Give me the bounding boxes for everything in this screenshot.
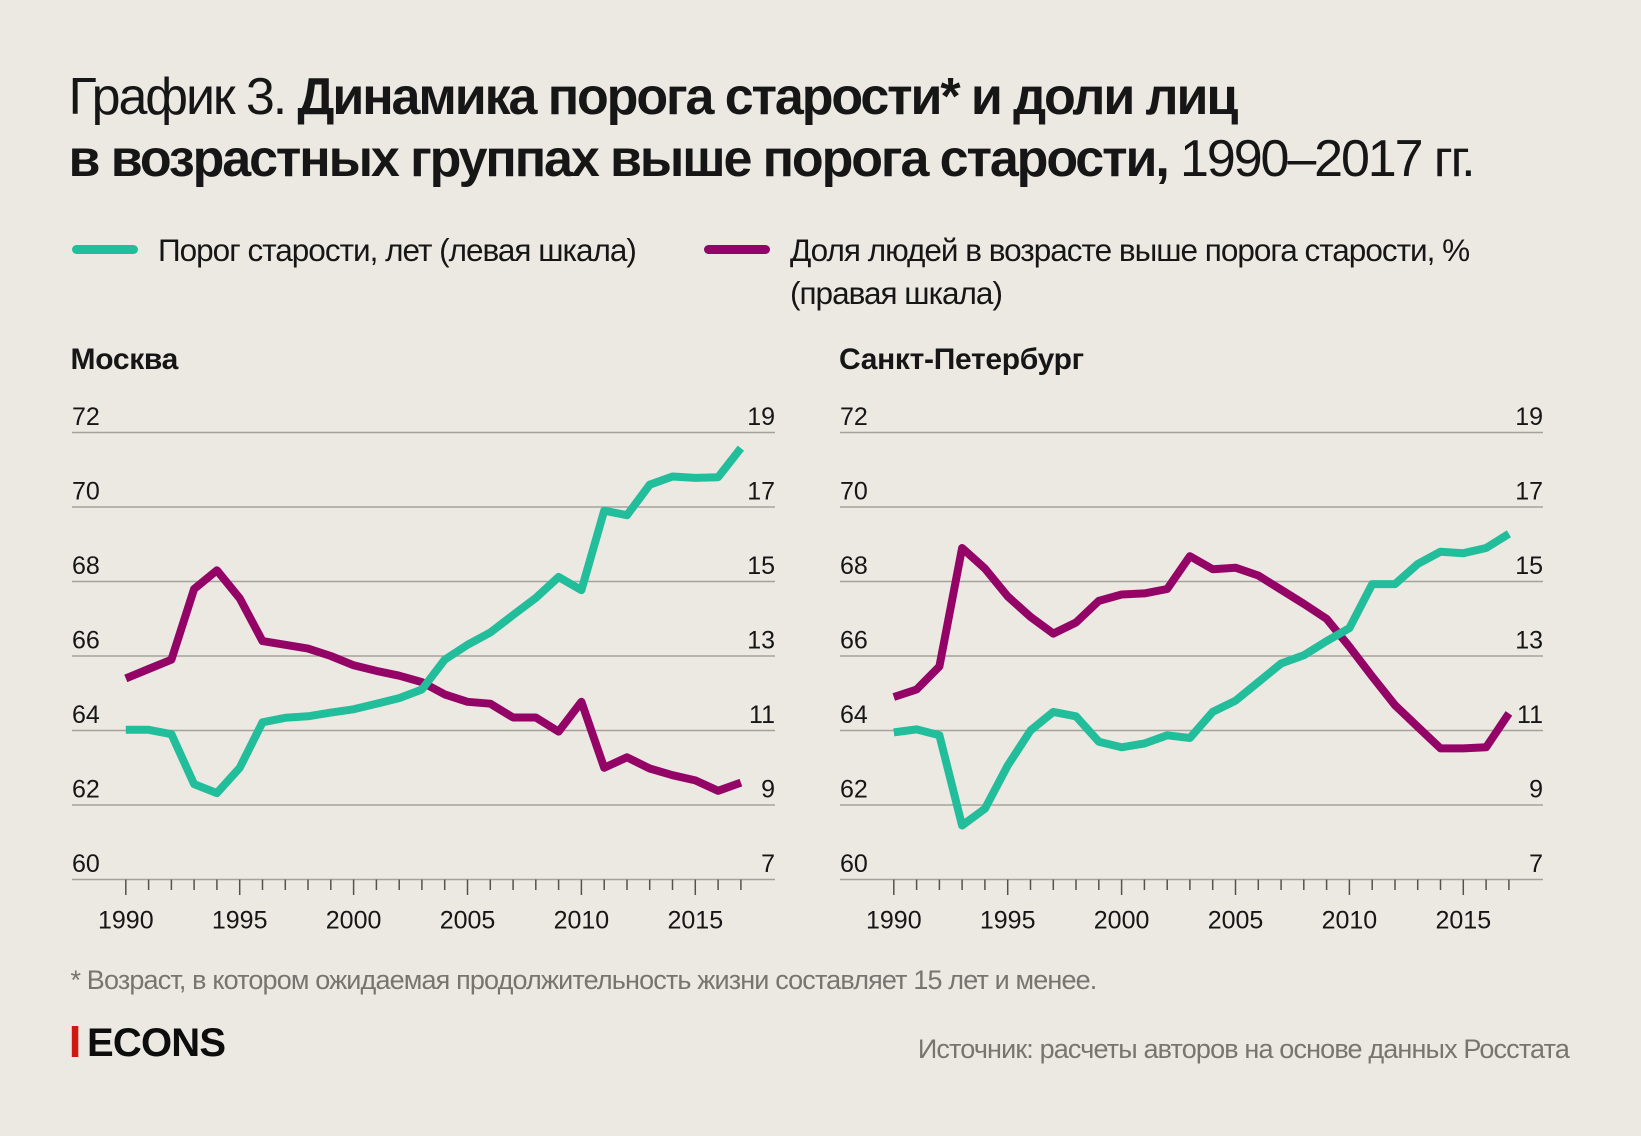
- svg-text:Доля людей в возрасте выше пор: Доля людей в возрасте выше порога старос…: [790, 232, 1469, 268]
- svg-text:* Возраст, в котором ожидаемая: * Возраст, в котором ожидаемая продолжит…: [71, 965, 1097, 995]
- svg-text:2000: 2000: [1094, 907, 1150, 935]
- svg-text:1995: 1995: [980, 907, 1036, 935]
- svg-text:11: 11: [749, 701, 775, 729]
- svg-text:70: 70: [72, 478, 100, 506]
- svg-text:в возрастных группах выше поро: в возрастных группах выше порога старост…: [69, 130, 1474, 188]
- svg-text:19: 19: [1515, 403, 1543, 431]
- svg-text:62: 62: [840, 776, 868, 804]
- svg-text:2010: 2010: [554, 907, 610, 935]
- svg-text:2015: 2015: [667, 907, 723, 935]
- svg-text:64: 64: [72, 701, 100, 729]
- svg-text:15: 15: [747, 552, 775, 580]
- svg-text:График 3. Динамика порога стар: График 3. Динамика порога старости* и до…: [69, 68, 1239, 126]
- svg-text:62: 62: [72, 776, 100, 804]
- svg-text:72: 72: [72, 403, 100, 431]
- svg-text:68: 68: [72, 552, 100, 580]
- svg-text:66: 66: [72, 627, 100, 655]
- svg-text:60: 60: [840, 850, 868, 878]
- svg-text:1995: 1995: [212, 907, 268, 935]
- svg-text:Москва: Москва: [71, 343, 179, 376]
- svg-text:70: 70: [840, 478, 868, 506]
- svg-text:(правая шкала): (правая шкала): [790, 275, 1002, 311]
- svg-text:64: 64: [840, 701, 868, 729]
- svg-text:2010: 2010: [1322, 907, 1378, 935]
- svg-text:9: 9: [761, 776, 775, 804]
- svg-text:ECONS: ECONS: [87, 1021, 225, 1065]
- svg-text:13: 13: [747, 627, 775, 655]
- svg-text:19: 19: [747, 403, 775, 431]
- svg-text:9: 9: [1529, 776, 1543, 804]
- svg-text:11: 11: [1517, 701, 1543, 729]
- svg-text:2005: 2005: [440, 907, 496, 935]
- svg-text:17: 17: [1515, 478, 1543, 506]
- svg-text:1990: 1990: [866, 907, 922, 935]
- svg-text:72: 72: [840, 403, 868, 431]
- svg-text:1990: 1990: [98, 907, 154, 935]
- svg-text:15: 15: [1515, 552, 1543, 580]
- svg-text:60: 60: [72, 850, 100, 878]
- svg-text:13: 13: [1515, 627, 1543, 655]
- svg-text:2015: 2015: [1435, 907, 1491, 935]
- svg-text:7: 7: [761, 850, 775, 878]
- svg-text:2000: 2000: [326, 907, 382, 935]
- svg-text:68: 68: [840, 552, 868, 580]
- svg-text:2005: 2005: [1208, 907, 1264, 935]
- svg-text:Санкт-Петербург: Санкт-Петербург: [839, 343, 1084, 376]
- svg-text:17: 17: [747, 478, 775, 506]
- svg-text:Источник: расчеты авторов на о: Источник: расчеты авторов на основе данн…: [918, 1034, 1571, 1064]
- svg-text:7: 7: [1529, 850, 1543, 878]
- svg-text:Порог старости, лет (левая шка: Порог старости, лет (левая шкала): [158, 232, 636, 268]
- svg-text:66: 66: [840, 627, 868, 655]
